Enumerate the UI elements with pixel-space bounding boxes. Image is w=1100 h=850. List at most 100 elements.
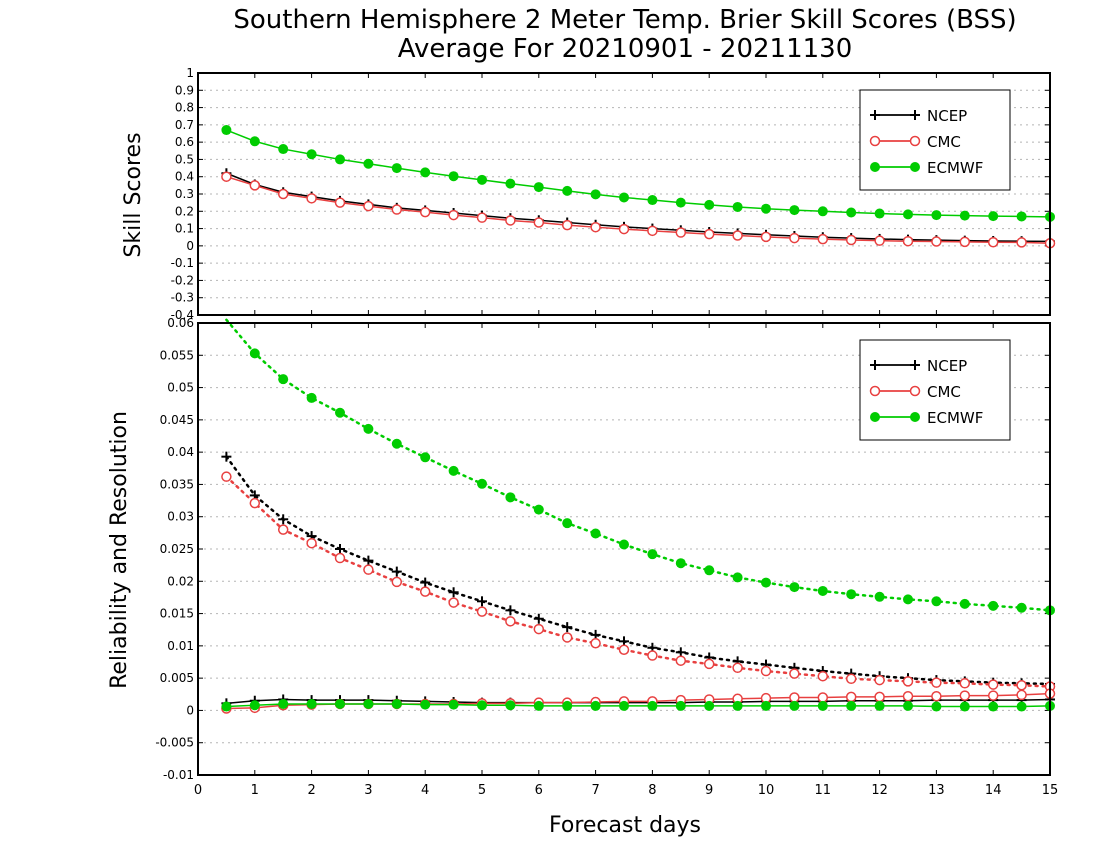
dot-marker (448, 171, 459, 182)
y-tick-label: 0.8 (175, 101, 194, 115)
y-tick-label: 0.5 (175, 152, 194, 166)
dot-marker (590, 189, 601, 200)
circle-marker (902, 676, 914, 687)
circle-marker (902, 235, 914, 247)
dot-marker (391, 163, 402, 174)
y-tick-label: 0.02 (167, 574, 194, 588)
circle-marker (334, 552, 346, 564)
circle-marker (618, 223, 630, 235)
dot-marker (874, 700, 885, 711)
dot-marker (477, 174, 487, 185)
circle-marker (959, 678, 971, 689)
y-tick-label: 0.1 (175, 222, 194, 236)
circle-marker (647, 650, 658, 661)
dot-marker (505, 178, 516, 189)
dot-marker (704, 565, 715, 576)
circle-marker (618, 644, 630, 655)
legend-label-ecmwf: ECMWF (927, 409, 983, 427)
circle-marker (874, 691, 885, 703)
dot-marker (910, 412, 920, 422)
circle-marker (1016, 689, 1027, 701)
circle-marker (902, 690, 914, 702)
dot-marker (675, 197, 686, 208)
legend-label-cmc: CMC (927, 383, 961, 401)
dot-marker (391, 438, 402, 449)
dot-marker (562, 185, 573, 196)
circle-marker (703, 228, 715, 240)
dot-marker (817, 700, 828, 711)
dot-marker (278, 698, 289, 709)
dot-marker (732, 201, 743, 212)
circle-marker (909, 385, 921, 397)
plot-layer: -0.4 -0.3 -0.2 -0.1 0 0.1 0.2 0.3 0.4 0.5 0.6 0.7 0.… (155, 66, 1058, 798)
y-tick-label: 1 (186, 66, 194, 80)
dot-marker (306, 149, 317, 160)
x-tick-label: 4 (421, 783, 429, 798)
dot-marker (789, 700, 800, 711)
circle-marker (249, 180, 261, 191)
circle-marker (931, 236, 942, 247)
circle-marker (845, 673, 857, 685)
circle-marker (334, 197, 346, 208)
dot-marker (1016, 602, 1027, 613)
dot-marker (903, 594, 913, 605)
x-tick-label: 14 (985, 783, 1002, 798)
legend-box (859, 89, 1011, 191)
x-tick-label: 10 (758, 783, 775, 798)
circle-marker (448, 209, 459, 221)
plot-frame (197, 322, 1051, 776)
dot-marker (619, 192, 629, 203)
dot-marker (870, 162, 880, 172)
x-tick-label: 11 (815, 783, 832, 798)
circle-marker (505, 215, 516, 226)
series-cmc-resolution (221, 471, 1056, 692)
circle-marker (959, 690, 971, 701)
circle-marker (306, 537, 317, 549)
dot-marker (619, 700, 629, 711)
y-tick-label: 0.6 (175, 135, 194, 149)
dot-marker (590, 700, 601, 711)
circle-marker (874, 674, 885, 686)
circle-marker (448, 597, 459, 608)
x-tick-label: 6 (535, 783, 543, 798)
circle-marker (533, 623, 545, 635)
y-tick-label: -0.2 (171, 273, 194, 287)
top-panel: -0.4 -0.3 -0.2 -0.1 0 0.1 0.2 0.3 0.4 0.5 0.6 0.7 0.… (171, 66, 1056, 322)
y-tick-label: 0.7 (175, 118, 194, 132)
dot-marker (335, 407, 345, 418)
circle-marker (419, 206, 431, 218)
circle-marker (789, 668, 800, 679)
dot-marker (249, 136, 260, 147)
x-tick-label: 9 (705, 783, 713, 798)
dot-marker (420, 167, 431, 178)
x-tick-label: 2 (307, 783, 315, 798)
dot-marker (675, 558, 686, 569)
y-tick-label: 0.025 (160, 542, 194, 556)
circle-marker (703, 658, 715, 670)
series-cmc (221, 171, 1056, 249)
dot-marker (732, 700, 743, 711)
circle-marker (959, 236, 971, 248)
circle-marker (419, 586, 431, 597)
dot-marker (931, 596, 942, 607)
y-tick-label: 0.015 (160, 607, 194, 621)
series-cmc-reliability (221, 688, 1056, 714)
circle-marker (476, 212, 488, 223)
y-tick-label: 0.4 (175, 170, 194, 184)
circle-marker (987, 679, 999, 690)
y-tick-label: 0 (186, 703, 194, 717)
dot-marker (420, 699, 431, 710)
x-axis-label: Forecast days (549, 813, 701, 838)
circle-marker (869, 135, 881, 147)
dot-marker (647, 700, 658, 711)
dot-marker (647, 195, 658, 206)
circle-marker (221, 171, 232, 182)
dot-marker (278, 374, 289, 385)
dot-marker (533, 700, 544, 711)
y-tick-label: -0.4 (171, 308, 194, 322)
y-tick-label: 0.3 (175, 187, 194, 201)
dot-marker (448, 699, 459, 710)
series-ecmwf-reliability (221, 698, 1055, 712)
legend-label-cmc: CMC (927, 133, 961, 151)
series-ecmwf-resolution (225, 318, 1055, 616)
